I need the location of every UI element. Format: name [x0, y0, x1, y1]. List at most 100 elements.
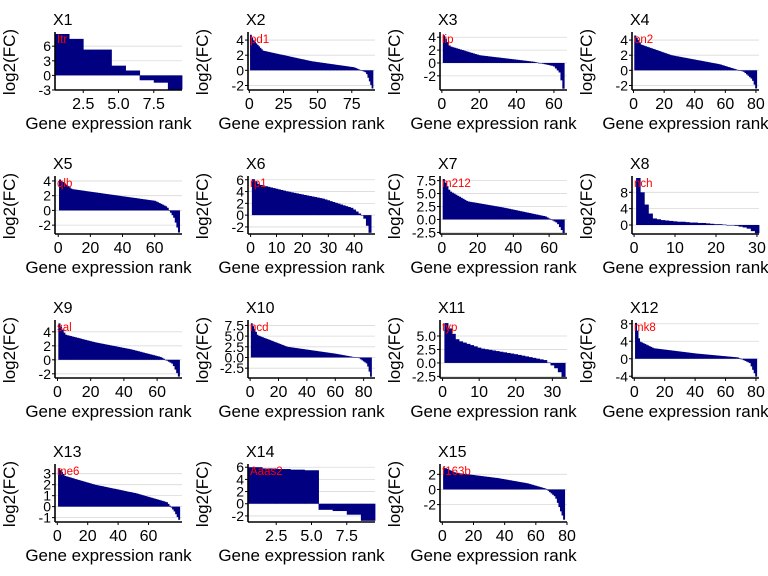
bar [94, 484, 97, 507]
x-tick-label: 60 [140, 528, 158, 545]
bar [152, 355, 156, 360]
y-axis-title: log2(FC) [0, 317, 19, 383]
bar [470, 52, 474, 63]
y-tick-label: 4 [620, 32, 628, 48]
bar [457, 473, 460, 490]
y-tick-label: 2.5 [417, 199, 437, 215]
bar [507, 208, 510, 220]
bar [323, 63, 326, 71]
bar [515, 59, 518, 63]
bar [79, 480, 82, 507]
bar [732, 357, 735, 359]
bar [454, 47, 457, 63]
x-axis-title: Gene expression rank [218, 258, 385, 277]
bar [327, 200, 331, 216]
bar [368, 70, 371, 82]
bar [560, 219, 563, 231]
bar [69, 336, 73, 360]
bar [443, 467, 446, 490]
bar [139, 198, 142, 211]
gene-label: lip [442, 34, 454, 46]
x-axis-title: Gene expression rank [602, 402, 768, 421]
bar [125, 70, 141, 76]
bar [733, 357, 736, 359]
bar [501, 207, 504, 220]
bar [671, 350, 674, 359]
x-tick-label: 20 [656, 384, 674, 401]
x-tick-label: 30 [543, 384, 561, 401]
bar [124, 196, 127, 211]
bar [370, 357, 372, 377]
bar [506, 352, 511, 363]
bar [755, 358, 758, 377]
bar [79, 190, 82, 211]
bar [517, 59, 520, 63]
bar [326, 63, 329, 71]
bar [713, 63, 716, 71]
bar [660, 349, 663, 359]
bar [342, 65, 345, 71]
x-tick-label: 50 [309, 96, 327, 113]
bar [296, 58, 299, 71]
bar [115, 195, 118, 211]
bar [503, 479, 506, 490]
bar [513, 354, 518, 363]
bar [510, 209, 513, 220]
bar [87, 191, 90, 211]
bar [327, 352, 330, 358]
bar [726, 66, 729, 71]
bar [664, 53, 667, 71]
panel-title: X1 [53, 12, 73, 29]
x-axis-title: Gene expression rank [410, 258, 577, 277]
bar [442, 179, 445, 220]
bar [294, 347, 297, 358]
bar [476, 54, 479, 63]
bar [153, 75, 169, 83]
bar [495, 351, 500, 363]
bar [279, 343, 282, 358]
bar [663, 52, 666, 71]
bar [266, 338, 269, 358]
bar [259, 184, 263, 216]
bar [550, 489, 553, 494]
bar [528, 357, 533, 363]
bar [73, 336, 76, 360]
bar [101, 343, 104, 360]
bar [269, 340, 272, 358]
y-tick-label: 2 [43, 338, 51, 354]
bar [689, 58, 692, 71]
bar [542, 216, 546, 220]
bar [60, 180, 63, 211]
bar [691, 353, 694, 359]
bar [350, 207, 354, 216]
bar [322, 62, 325, 71]
bar [112, 194, 115, 211]
x-tick-label: 60 [148, 384, 166, 401]
y-tick-label: -2 [232, 219, 245, 235]
bar [170, 506, 173, 508]
bar [700, 353, 703, 359]
bar [340, 65, 342, 71]
bar [311, 350, 314, 358]
bar [654, 348, 657, 359]
bar [307, 60, 310, 71]
bar [738, 225, 744, 227]
bar [643, 45, 646, 71]
bar [482, 55, 485, 63]
bar [363, 215, 367, 219]
bar [308, 60, 311, 71]
bar [296, 348, 299, 358]
bar [652, 218, 657, 226]
bar [490, 205, 494, 220]
bar [314, 350, 317, 358]
bar [730, 356, 733, 359]
bar [752, 70, 755, 81]
bar [521, 60, 524, 63]
bar [561, 489, 564, 516]
bar [739, 358, 742, 360]
bar [126, 348, 129, 360]
bar [80, 480, 83, 507]
bar [710, 62, 713, 71]
